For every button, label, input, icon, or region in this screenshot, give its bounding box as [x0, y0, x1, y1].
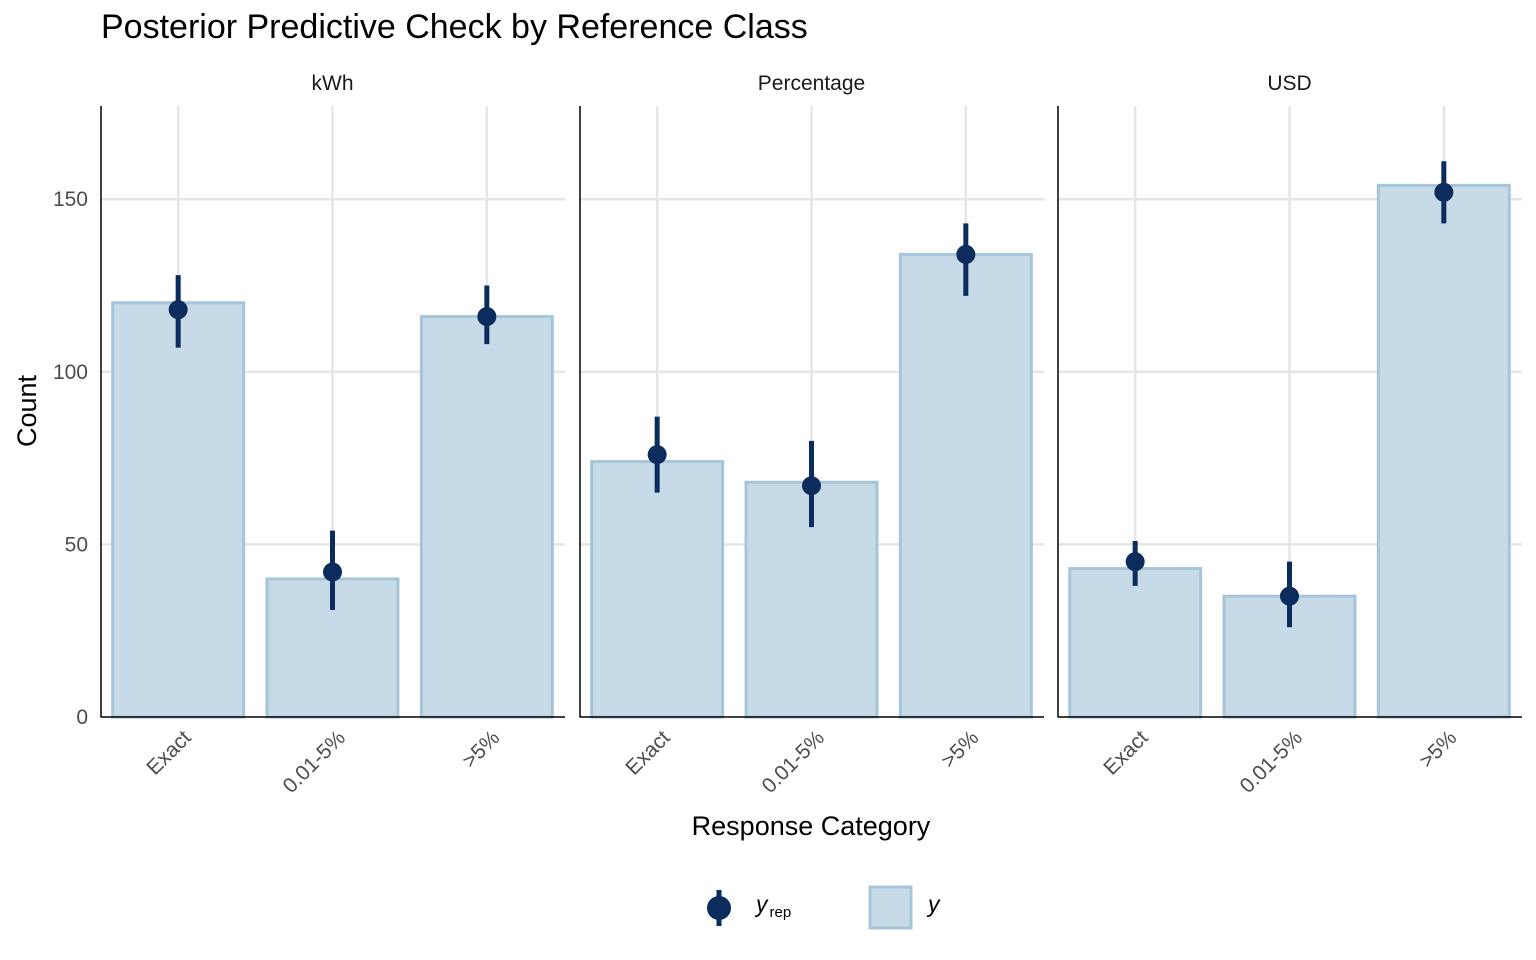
facet-strip-label: USD	[1267, 72, 1311, 95]
legend-yrep-base: y	[754, 891, 769, 917]
x-tick-label: Exact	[621, 726, 675, 780]
y-tick-label: 100	[53, 361, 88, 384]
yrep-point	[956, 244, 976, 264]
legend-yrep-label: y rep	[754, 891, 791, 921]
legend-yrep-point	[707, 896, 731, 920]
facet-panel: Percentage Exact 0.01-5% >5%	[579, 72, 1044, 798]
facet-panels: kWh Exact 0.01-5% >5% Percentage Exact 0.01-5%…	[100, 72, 1522, 798]
facet-panel: USD Exact 0.01-5% >5%	[1057, 72, 1522, 798]
legend-y-key	[868, 885, 913, 930]
yrep-point	[802, 476, 821, 496]
x-tick-label: Exact	[142, 726, 196, 780]
yrep-point	[477, 307, 497, 327]
x-tick-label: >5%	[458, 726, 504, 772]
facet-strip-label: Percentage	[758, 72, 865, 95]
bar-y	[1068, 567, 1203, 719]
legend: y rep y	[707, 885, 941, 930]
chart-title: Posterior Predictive Check by Reference …	[101, 8, 808, 46]
x-tick-label: 0.01-5%	[278, 726, 350, 798]
facet-strip-label: kWh	[312, 72, 354, 95]
legend-y-label: y	[926, 891, 941, 917]
y-tick-label: 0	[76, 706, 88, 729]
yrep-point	[1280, 586, 1299, 606]
y-tick-label: 150	[53, 188, 88, 211]
x-tick-label: Exact	[1099, 726, 1153, 780]
x-tick-label: 0.01-5%	[757, 726, 829, 798]
x-tick-label: >5%	[1415, 726, 1461, 772]
y-tick-label: 50	[65, 533, 88, 556]
x-axis-title: Response Category	[692, 811, 931, 841]
bar-y	[419, 315, 554, 719]
y-axis-title: Count	[12, 374, 42, 447]
bar-y	[590, 460, 725, 719]
legend-yrep-sub: rep	[770, 904, 792, 921]
bar-y	[898, 252, 1033, 719]
yrep-point	[1125, 552, 1145, 572]
x-tick-label: >5%	[937, 726, 983, 772]
facet-panel: kWh Exact 0.01-5% >5%	[100, 72, 565, 798]
yrep-point	[168, 300, 188, 320]
yrep-point	[1434, 182, 1454, 202]
yrep-point	[647, 445, 667, 465]
bar-y	[1376, 183, 1511, 719]
bar-y	[111, 301, 246, 719]
yrep-point	[323, 562, 342, 582]
x-tick-label: 0.01-5%	[1235, 726, 1307, 798]
y-axis: 0 50 100 150	[53, 188, 88, 729]
